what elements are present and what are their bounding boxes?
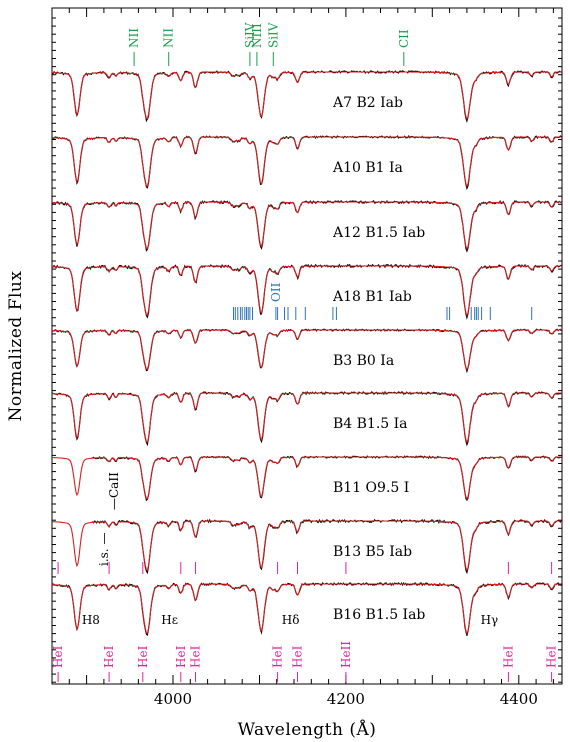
plot-frame (51, 7, 563, 685)
top-line-label: CII (397, 29, 411, 48)
hei-label: HeII (339, 641, 353, 668)
model-spectrum-A10 (51, 136, 562, 188)
x-tick-label: 4000 (154, 690, 192, 708)
hei-label: HeI (136, 645, 150, 668)
spectrum-label-A10: A10 B1 Ia (332, 160, 403, 176)
spectrum-label-B3: B3 B0 Ia (333, 353, 394, 369)
balmer-label: Hε (161, 613, 178, 627)
balmer-label: H8 (82, 613, 100, 627)
spectrum-label-B4: B4 B1.5 Ia (333, 416, 408, 432)
balmer-label: Hγ (481, 613, 499, 627)
observed-spectrum-B13 (91, 518, 562, 575)
model-spectrum-B16 (51, 583, 562, 635)
model-spectrum-A12 (52, 201, 562, 251)
model-spectrum-B3 (52, 329, 562, 371)
hei-label: HeI (189, 645, 203, 668)
hei-label: HeI (174, 645, 188, 668)
top-line-label: NII (127, 28, 141, 48)
observed-spectrum-A10 (51, 134, 562, 191)
tick-marks: 4000 4200 4400 (51, 8, 562, 708)
oii-label: OII (269, 282, 283, 302)
model-spectrum-A18 (51, 265, 562, 317)
caii-annotation: —CaII (107, 472, 121, 510)
top-line-label: NIII (250, 23, 264, 48)
model-spectrum-B4 (51, 392, 562, 444)
hei-label: HeI (291, 645, 305, 668)
top-line-label: NII (162, 28, 176, 48)
hei-label: HeI (271, 645, 285, 668)
x-axis-label: Wavelength (Å) (238, 719, 377, 740)
spectrum-label-A18: A18 B1 Iab (332, 289, 412, 305)
model-spectrum-B13 (51, 520, 562, 572)
y-axis-label: Normalized Flux (6, 271, 26, 422)
hei-label: HeI (501, 645, 515, 668)
hei-label: HeI (545, 645, 559, 668)
model-spectrum-B11 (51, 456, 562, 501)
hei-label: HeI (51, 645, 65, 668)
observed-spectrum-B3 (51, 328, 562, 374)
top-line-label: SiIV (266, 22, 280, 48)
spectra-series (51, 70, 562, 636)
spectrum-label-A12: A12 B1.5 Iab (332, 225, 425, 241)
observed-spectrum-A18 (51, 263, 562, 320)
is-annotation: i.s. — (97, 533, 111, 566)
hei-label: HeI (102, 645, 116, 668)
observed-spectrum-B4 (51, 390, 562, 447)
observed-spectrum-A12 (51, 199, 562, 253)
labels: A7 B2 Iab A10 B1 Ia A12 B1.5 Iab A18 B1 Iab… (82, 95, 498, 627)
top-line-label: SiIV (243, 22, 257, 48)
x-tick-label: 4400 (500, 690, 538, 708)
observed-spectrum-B16 (51, 581, 562, 636)
spectrum-label-B13: B13 B5 Iab (333, 544, 412, 560)
spectrum-label-B16: B16 B1.5 Iab (333, 607, 425, 623)
spectrum-label-B11: B11 O9.5 I (333, 480, 409, 496)
spectrum-label-A7: A7 B2 Iab (332, 95, 403, 111)
observed-spectrum-A7 (51, 70, 562, 123)
observed-spectrum-B11 (91, 455, 562, 502)
model-spectrum-A7 (52, 71, 562, 121)
x-tick-label: 4200 (327, 690, 365, 708)
balmer-label: Hδ (282, 613, 300, 627)
